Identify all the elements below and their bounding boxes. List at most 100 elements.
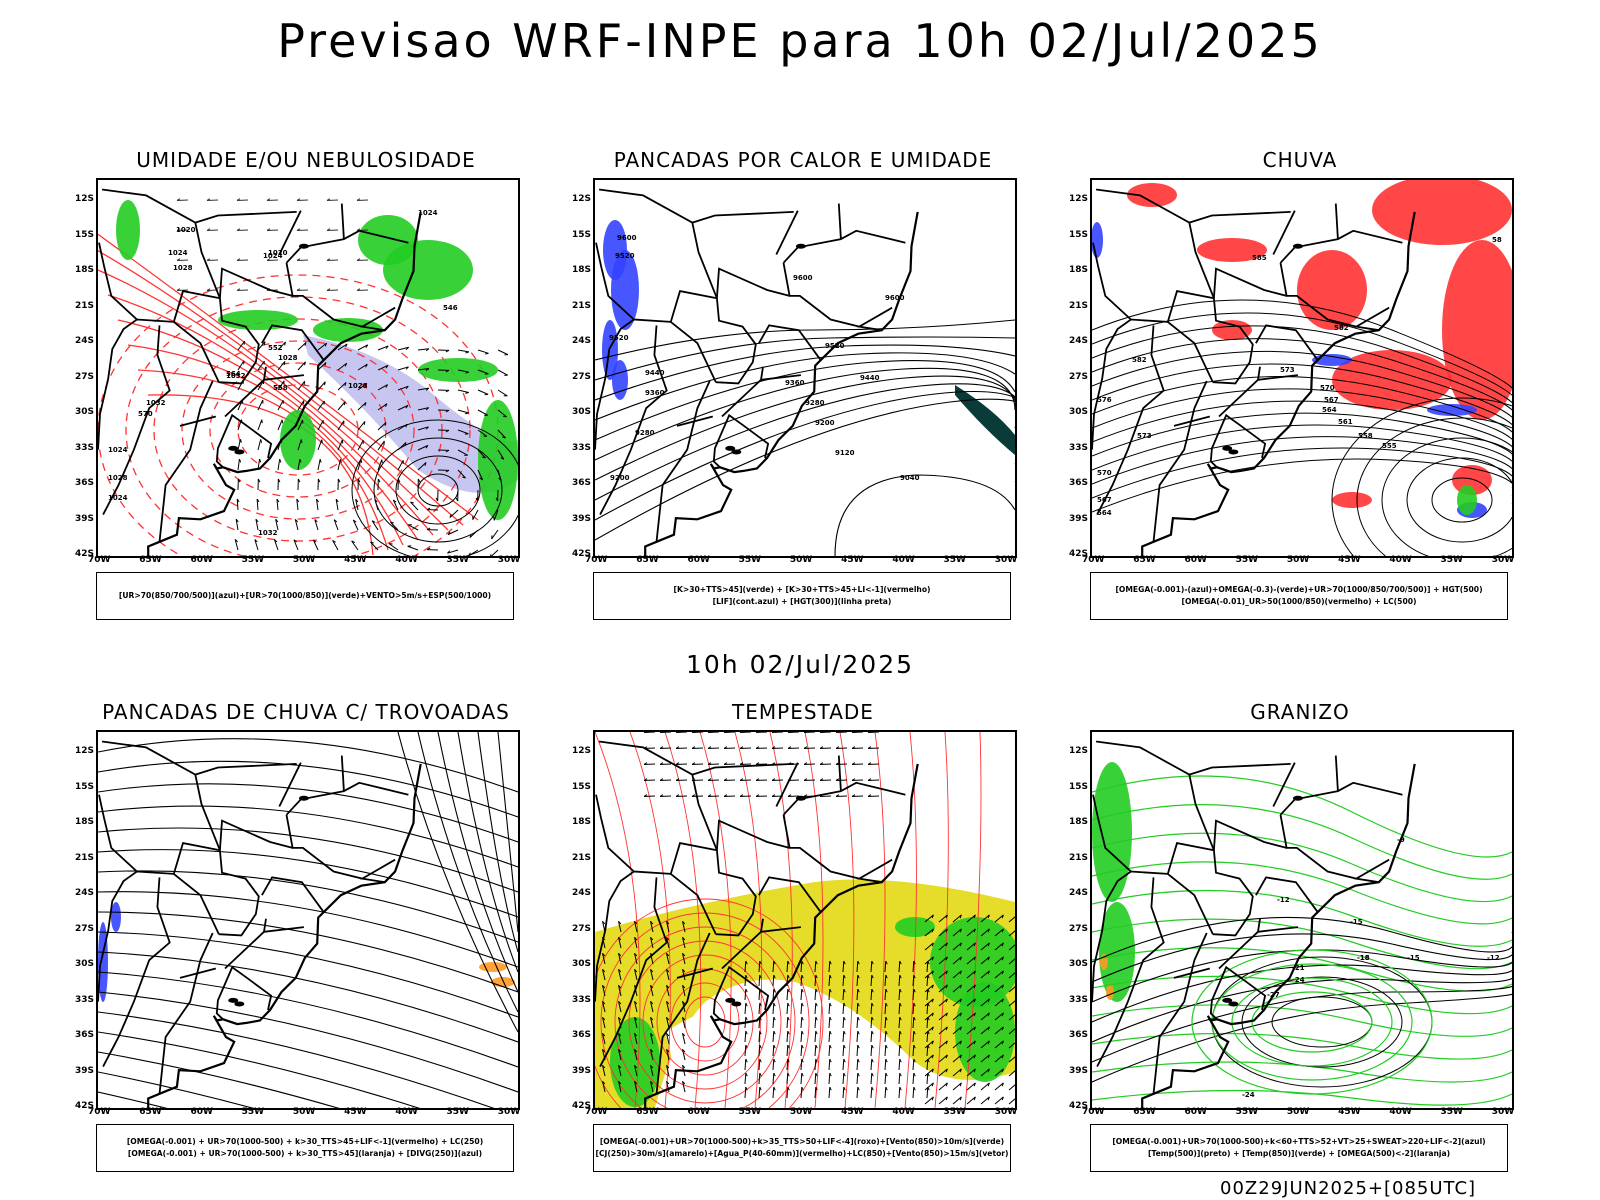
wind-vector xyxy=(235,518,239,523)
wind-vector xyxy=(884,1072,887,1085)
coastline xyxy=(147,763,422,1108)
lc250-streamline xyxy=(497,732,518,933)
wind-vector xyxy=(856,960,859,973)
lon-tick-label: 60W xyxy=(1184,555,1207,565)
wind-vector xyxy=(938,956,948,965)
thickness-contour xyxy=(98,233,479,521)
lon-tick-label: 60W xyxy=(1184,1107,1207,1117)
wind-vector xyxy=(206,258,211,261)
pressure-isobar xyxy=(351,419,518,556)
wind-vector xyxy=(801,1030,804,1035)
lon-tick-label: 65W xyxy=(139,1107,162,1117)
lon-tick-label: 70W xyxy=(88,1107,111,1117)
hgt500-streamline xyxy=(1381,437,1512,556)
wind-vector xyxy=(497,409,507,418)
lake xyxy=(234,449,245,455)
wind-vector xyxy=(884,1030,887,1043)
lon-tick-label: 60W xyxy=(687,1107,710,1117)
wind-vector xyxy=(966,928,976,937)
lat-tick-label: 39S xyxy=(571,513,591,524)
wind-vector xyxy=(931,914,934,919)
wind850-area-green xyxy=(610,1017,660,1107)
temp500-contour xyxy=(1092,992,1512,1083)
wind-vector xyxy=(885,1030,888,1035)
wind-vector xyxy=(377,478,381,483)
border-line xyxy=(340,755,345,792)
wind-vector xyxy=(773,988,776,993)
wind-vector xyxy=(945,998,948,1003)
wind-vector xyxy=(745,1016,748,1021)
wind-vector xyxy=(787,1086,790,1091)
wind-vector xyxy=(392,499,399,511)
wind-vector xyxy=(297,361,306,371)
wind-vector xyxy=(759,1072,762,1077)
wind-vector xyxy=(357,382,368,391)
water-contour-red xyxy=(769,732,793,1108)
lat-tick-label: 42S xyxy=(571,549,591,559)
wind-vector xyxy=(259,458,262,463)
wind-vector xyxy=(377,345,389,351)
wind-vector xyxy=(377,459,383,471)
lat-tick-label: 36S xyxy=(571,1030,591,1041)
wind-vector xyxy=(758,960,761,973)
wind-vector xyxy=(913,1058,916,1063)
wind-vector xyxy=(828,960,831,973)
wind-vector xyxy=(829,1072,832,1077)
thickness-contour xyxy=(107,294,434,536)
wind-vector xyxy=(773,1002,776,1007)
lake xyxy=(1292,243,1303,249)
wind-vector xyxy=(857,1016,860,1021)
wind-vector xyxy=(801,1016,804,1021)
border-line xyxy=(158,380,214,542)
temp500-contour xyxy=(1271,996,1373,1048)
border-line xyxy=(1353,306,1390,332)
lat-tick-label: 21S xyxy=(571,852,591,863)
wind-vector xyxy=(945,1012,948,1017)
wind-vector xyxy=(1001,1040,1004,1045)
coastline xyxy=(644,211,919,556)
wind-vector xyxy=(445,469,450,473)
wind-vector xyxy=(744,1058,747,1071)
wind-vector xyxy=(994,1082,1004,1091)
wind-vector xyxy=(938,942,948,951)
border-line xyxy=(1173,415,1211,427)
border-line xyxy=(775,762,799,807)
border-line xyxy=(359,858,396,884)
border-line xyxy=(1257,926,1299,933)
wind-vector xyxy=(931,984,934,989)
wind-vector xyxy=(867,778,872,781)
wind-vector xyxy=(931,998,934,1003)
wind-vector xyxy=(465,391,469,394)
wind-vector xyxy=(363,421,366,425)
lat-tick-label: 30S xyxy=(74,407,94,418)
lon-tick-label: 35W xyxy=(1440,1107,1463,1117)
lat-tick-label: 42S xyxy=(74,1101,94,1111)
wind-vector xyxy=(871,1016,874,1021)
water-contour-red xyxy=(874,732,886,1108)
mid-subtitle: 10h 02/Jul/2025 xyxy=(685,650,915,679)
lon-tick-label: 50W xyxy=(1286,555,1310,565)
wind-vector xyxy=(666,1033,670,1045)
wind-vector xyxy=(959,1082,962,1087)
wind-vector xyxy=(787,1044,790,1049)
border-line xyxy=(782,814,860,880)
wind-vector xyxy=(938,914,948,923)
wind-vector xyxy=(666,937,670,949)
wind-vector xyxy=(650,1032,654,1037)
wind-vector xyxy=(842,1030,845,1043)
wind-vector xyxy=(371,520,379,531)
wind-vector xyxy=(843,1030,846,1035)
lat-tick-label: 36S xyxy=(571,478,591,489)
contour-label: -24 xyxy=(1292,976,1305,984)
wind-vector xyxy=(870,960,873,973)
wind-vector xyxy=(256,498,260,503)
wind-vector xyxy=(618,1064,622,1069)
wind-vector xyxy=(931,1096,934,1101)
wind-vector xyxy=(634,921,638,933)
wind-vector xyxy=(744,1072,747,1085)
wind-vector xyxy=(786,1016,789,1029)
wind-vector xyxy=(1001,998,1004,1003)
wind-vector xyxy=(388,543,399,551)
rain-area-blue xyxy=(1092,222,1103,258)
wind-vector xyxy=(355,498,359,503)
